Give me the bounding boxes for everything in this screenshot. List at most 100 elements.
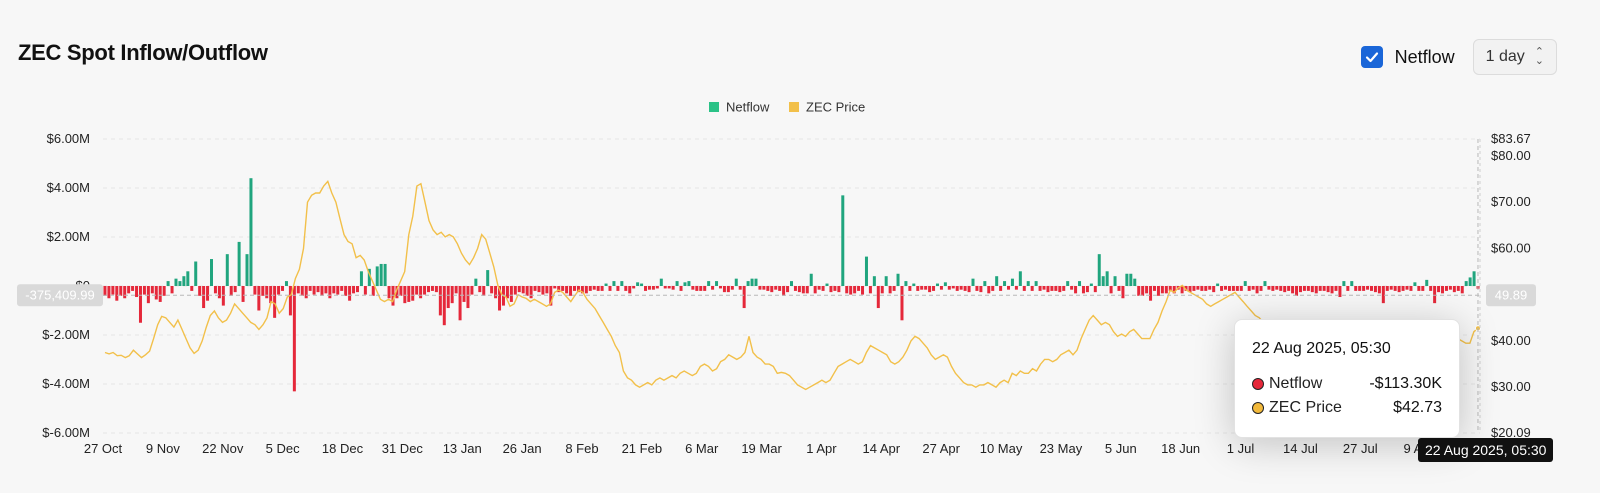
netflow-bar: [916, 286, 920, 291]
netflow-bar: [726, 286, 730, 293]
netflow-bar: [1046, 286, 1050, 293]
netflow-bar: [533, 286, 537, 291]
legend-label: ZEC Price: [806, 100, 865, 115]
netflow-bar: [1441, 286, 1445, 294]
netflow-bar: [908, 286, 912, 291]
netflow-bar: [1022, 286, 1026, 291]
netflow-bar: [288, 286, 292, 316]
netflow-bar: [478, 286, 482, 293]
netflow-bar: [525, 286, 529, 296]
netflow-bar: [1429, 286, 1433, 291]
netflow-bar: [1460, 286, 1464, 294]
netflow-bar: [596, 286, 600, 291]
netflow-bar: [1196, 286, 1200, 290]
netflow-bar: [959, 286, 963, 290]
netflow-bar: [742, 286, 746, 309]
netflow-bar: [490, 286, 494, 294]
netflow-bar: [115, 286, 119, 301]
netflow-bar: [142, 286, 146, 295]
netflow-bar: [647, 286, 651, 290]
netflow-bar: [1121, 286, 1125, 299]
netflow-bar: [1180, 286, 1184, 294]
netflow-bar: [1184, 286, 1188, 291]
y-left-tick-label: $-4.00M: [42, 376, 90, 391]
netflow-bar: [423, 286, 427, 295]
netflow-bar: [825, 283, 829, 286]
netflow-bar: [1030, 286, 1034, 291]
netflow-bar: [399, 286, 403, 296]
netflow-bar: [1200, 286, 1204, 291]
netflow-toggle-label[interactable]: Netflow: [1394, 46, 1455, 67]
netflow-bar: [1050, 286, 1054, 291]
x-tick-label: 8 Feb: [565, 441, 598, 456]
netflow-bar: [1018, 271, 1022, 286]
netflow-bar: [1437, 286, 1441, 293]
netflow-bar: [1078, 281, 1082, 286]
netflow-bar: [135, 286, 139, 298]
netflow-bar: [1291, 286, 1295, 294]
price-line-layer[interactable]: [104, 180, 1481, 391]
netflow-bar: [782, 286, 786, 296]
netflow-bar: [636, 282, 640, 286]
netflow-bar: [352, 286, 356, 294]
netflow-bar: [391, 286, 395, 306]
netflow-bar: [1298, 286, 1302, 293]
netflow-bar: [537, 286, 541, 293]
interval-select[interactable]: 1 day ⌃ ⌄: [1472, 39, 1557, 75]
netflow-bar: [1038, 286, 1042, 291]
netflow-bar: [348, 286, 352, 301]
netflow-bar: [466, 286, 470, 309]
netflow-bar: [1164, 286, 1168, 294]
netflow-bar: [1070, 286, 1074, 290]
netflow-bar: [1279, 286, 1283, 291]
netflow-bar: [217, 286, 221, 299]
netflow-bar: [517, 286, 521, 293]
netflow-bar: [1310, 286, 1314, 293]
netflow-bar: [880, 286, 884, 294]
netflow-bar: [999, 286, 1003, 291]
y-right-tick-label: $70.00: [1491, 194, 1531, 209]
netflow-bar: [801, 286, 805, 294]
netflow-bar: [888, 286, 892, 294]
netflow-bar: [269, 286, 273, 304]
netflow-bars[interactable]: [103, 178, 1480, 392]
netflow-bar: [292, 286, 296, 392]
netflow-bar: [1314, 286, 1318, 294]
netflow-bar: [947, 286, 951, 290]
netflow-checkbox[interactable]: [1360, 46, 1383, 68]
x-tick-label: 27 Jul: [1343, 441, 1378, 456]
netflow-bar: [1235, 286, 1239, 291]
netflow-bar: [1058, 286, 1062, 293]
y-left-tick-label: $6.00M: [47, 131, 90, 146]
netflow-bar: [202, 286, 206, 309]
netflow-bar: [545, 286, 549, 294]
netflow-bar: [987, 286, 991, 294]
netflow-bar: [296, 286, 300, 294]
netflow-bar: [1425, 279, 1429, 287]
netflow-bar: [1208, 286, 1212, 290]
netflow-bar: [853, 286, 857, 294]
netflow-bar: [383, 263, 387, 286]
netflow-bar: [1062, 286, 1066, 291]
netflow-bar: [821, 286, 825, 291]
netflow-bar: [675, 281, 679, 286]
netflow-bar: [1093, 286, 1097, 293]
netflow-bar: [691, 286, 695, 290]
netflow-bar: [1295, 286, 1299, 296]
netflow-bar: [1366, 286, 1370, 290]
netflow-bar: [1113, 276, 1117, 286]
netflow-bar: [612, 281, 616, 286]
netflow-bar: [1433, 286, 1437, 304]
netflow-bar: [411, 286, 415, 301]
crosshair-left-label: -375,409.99: [25, 288, 94, 303]
netflow-bar: [912, 283, 916, 286]
netflow-bar: [900, 286, 904, 321]
netflow-bar: [158, 286, 162, 302]
netflow-bar: [663, 286, 667, 289]
netflow-bar: [178, 281, 182, 286]
chart-controls: Netflow 1 day ⌃ ⌄: [1360, 39, 1557, 75]
netflow-bar: [284, 281, 288, 286]
netflow-bar: [1216, 283, 1220, 286]
netflow-bar: [1358, 286, 1362, 291]
y-left-tick-label: $-6.00M: [42, 425, 90, 440]
